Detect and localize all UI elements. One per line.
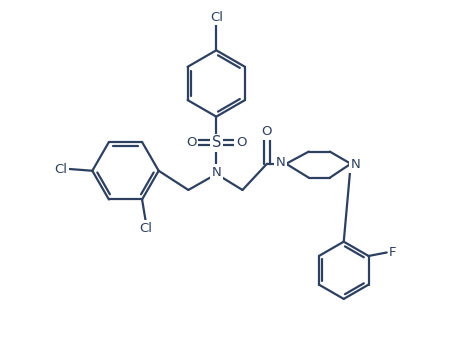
Text: N: N: [350, 158, 360, 171]
Text: N: N: [211, 166, 221, 179]
Text: O: O: [236, 136, 246, 149]
Text: N: N: [275, 156, 285, 169]
Text: Cl: Cl: [209, 11, 222, 24]
Text: O: O: [186, 136, 196, 149]
Text: Cl: Cl: [54, 163, 67, 176]
Text: F: F: [388, 246, 396, 259]
Text: O: O: [261, 125, 272, 138]
Text: Cl: Cl: [139, 222, 152, 235]
Text: S: S: [211, 135, 220, 150]
